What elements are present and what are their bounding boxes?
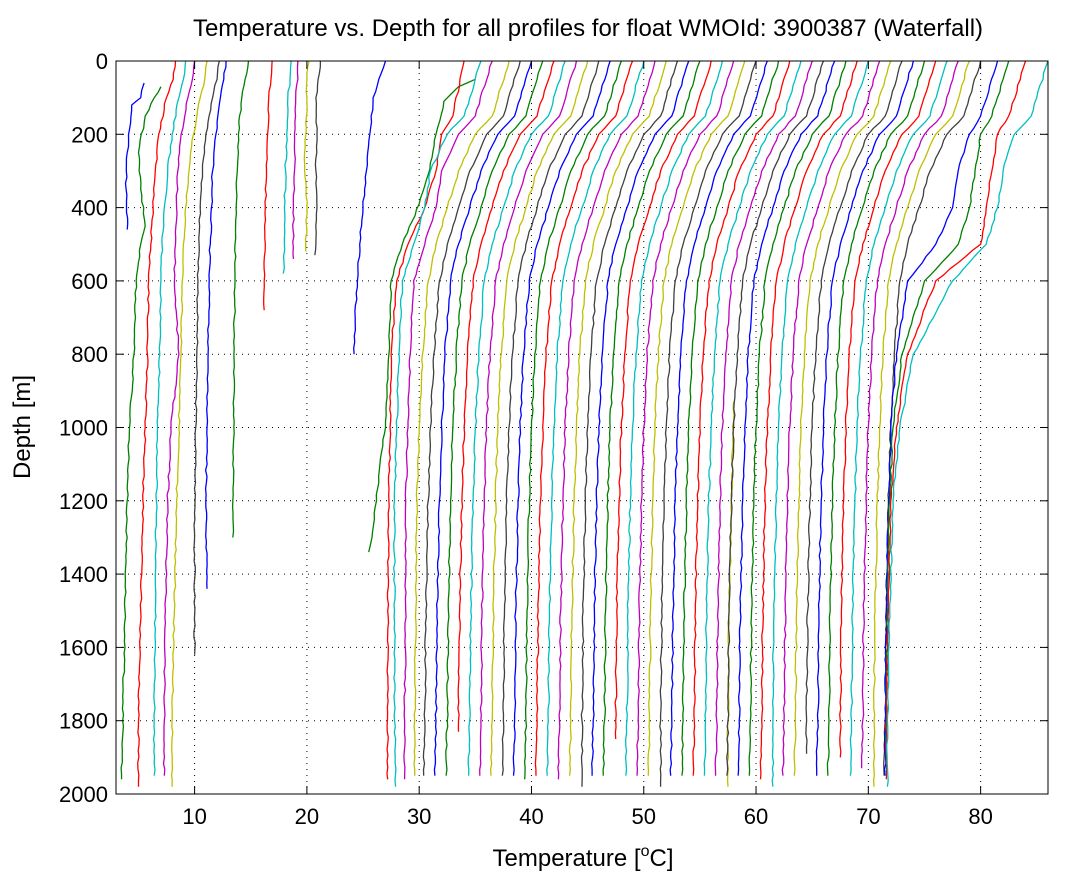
profile-line [303,60,310,252]
profile-line [546,60,645,776]
profile-line [204,60,227,589]
profile-line [403,60,493,780]
x-tick-label: 40 [519,804,543,829]
profile-line [726,60,825,776]
profile-line [805,60,903,754]
y-tick-label: 200 [71,122,108,147]
x-axis-label-end: C] [649,845,673,872]
x-axis-label: Temperature [oC] [493,843,674,872]
profile-line [353,60,387,355]
profile-line [647,60,746,776]
profile-line [815,60,914,776]
x-tick-label: 20 [295,804,319,829]
profile-line [737,60,836,776]
profile-line [692,60,791,776]
profile-line [883,60,999,776]
profile-line [849,60,948,776]
y-tick-labels: 0 200 400 600 800 1000 1200 1400 1600 1800 2000 [59,49,108,807]
profile-line [422,60,521,776]
profile-line [557,60,656,780]
profile-line [771,60,869,787]
x-tick-label: 50 [632,804,656,829]
y-tick-label: 1400 [59,562,108,587]
y-tick-label: 2000 [59,782,108,807]
profile-line [386,60,465,780]
profile-line [669,60,768,776]
profile-line [703,60,802,776]
profile-line [368,78,476,553]
profile-line [884,60,1010,773]
profile-line [413,60,510,776]
profile-line [124,82,145,230]
profile-line [884,60,1027,780]
profile-line [659,60,757,787]
profile-line [714,60,813,776]
profile-line [231,60,250,538]
profile-line [759,60,858,780]
profile-line [886,60,1049,787]
profile-line [580,60,679,787]
profile-line [501,60,600,776]
profile-line [170,60,208,787]
profile-line [624,60,724,776]
profile-line [636,60,735,776]
y-tick-label: 1600 [59,635,108,660]
y-tick-label: 600 [71,269,108,294]
profile-line [193,60,220,655]
profile-line [512,60,611,776]
profile-line [826,60,926,776]
y-tick-label: 800 [71,342,108,367]
profile-line [681,60,780,776]
profile-line [120,86,162,780]
axis-ticks [116,60,1048,795]
profile-line [523,60,622,780]
x-tick-label: 30 [407,804,431,829]
y-tick-label: 1800 [59,709,108,734]
profile-line [433,60,533,776]
profile-line [457,60,555,732]
profile-line [292,60,299,259]
profile-line [479,60,578,776]
profile-line [393,60,482,787]
profile-line [591,60,690,776]
profile-line [467,60,566,776]
profile-lines [120,60,1049,787]
profile-line [568,60,667,776]
profile-line [748,60,847,776]
x-tick-label: 80 [968,804,992,829]
x-tick-labels: 10 20 30 40 50 60 70 80 [182,804,993,829]
profile-line [314,60,322,256]
x-axis-label-superscript: o [641,843,650,860]
profile-line [860,60,959,769]
profile-line [534,60,634,776]
x-tick-label: 10 [182,804,206,829]
y-tick-label: 1200 [59,489,108,514]
y-tick-label: 0 [96,49,108,74]
x-tick-label: 70 [856,804,880,829]
profile-line [602,60,701,776]
x-tick-label: 60 [744,804,768,829]
profile-line [614,60,712,740]
profile-line [152,60,187,776]
y-tick-label: 400 [71,196,108,221]
y-axis-label: Depth [m] [9,375,36,479]
profile-line [839,60,937,758]
profile-line [263,60,273,311]
profile-line [137,60,177,787]
profile-line [162,60,196,776]
profile-line [445,60,544,776]
profile-line [793,60,892,776]
x-axis-label-main: Temperature [ [493,845,641,872]
profile-line [781,60,881,776]
chart-title: Temperature vs. Depth for all profiles f… [193,15,983,42]
profile-line [282,60,292,274]
profile-line [872,60,970,787]
y-tick-label: 1000 [59,416,108,441]
profile-line [489,60,589,776]
